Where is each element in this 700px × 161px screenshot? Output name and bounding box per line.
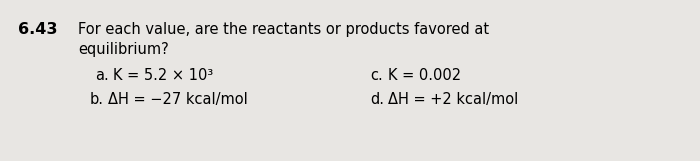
Text: 6.43: 6.43 (18, 22, 57, 37)
Text: K = 5.2 × 10³: K = 5.2 × 10³ (113, 68, 214, 83)
Text: b.: b. (90, 92, 104, 107)
Text: equilibrium?: equilibrium? (78, 42, 169, 57)
Text: c.: c. (370, 68, 383, 83)
Text: ΔH = +2 kcal/mol: ΔH = +2 kcal/mol (388, 92, 518, 107)
Text: a.: a. (95, 68, 108, 83)
Text: d.: d. (370, 92, 384, 107)
Text: For each value, are the reactants or products favored at: For each value, are the reactants or pro… (78, 22, 489, 37)
Text: ΔH = −27 kcal/mol: ΔH = −27 kcal/mol (108, 92, 248, 107)
Text: K = 0.002: K = 0.002 (388, 68, 461, 83)
